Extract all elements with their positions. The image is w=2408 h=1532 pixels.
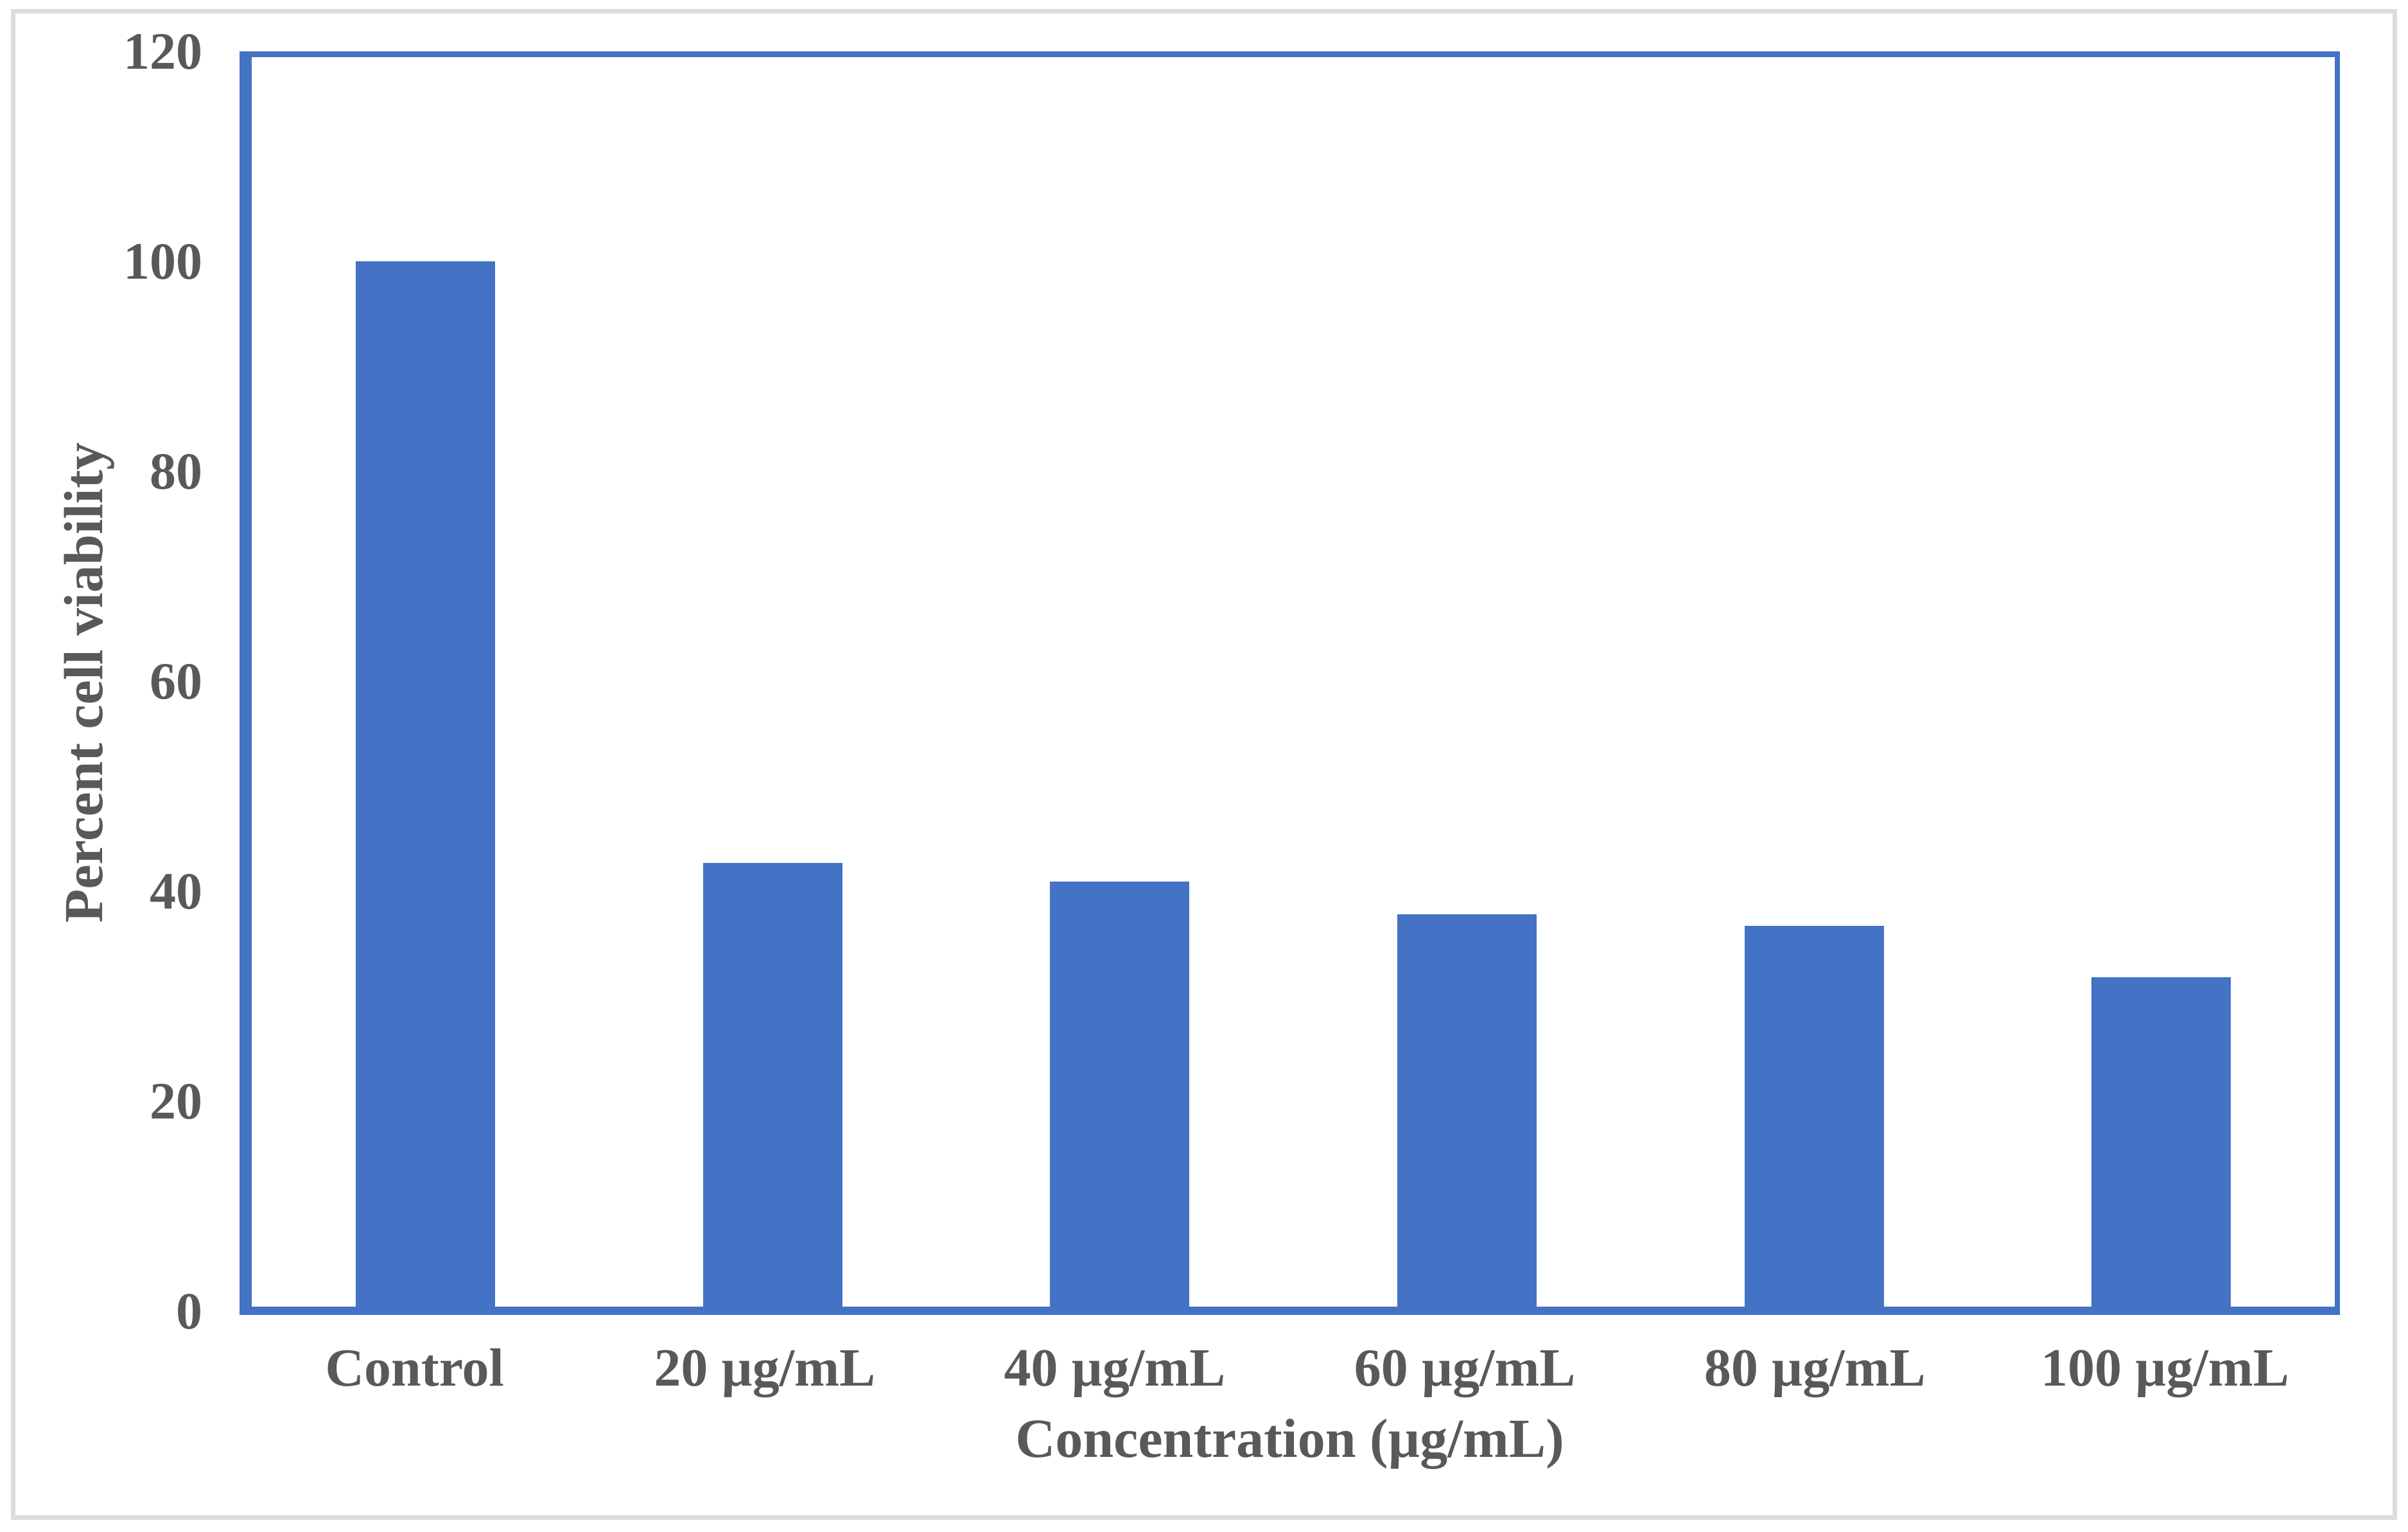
x-category-label-2: 20 µg/mL: [654, 1338, 876, 1398]
y-tick-label-20: 20: [150, 1072, 202, 1130]
bar-100-g-ml: [2091, 977, 2231, 1307]
bar-60-g-ml: [1397, 914, 1537, 1307]
x-category-label-3: 40 µg/mL: [1004, 1338, 1226, 1398]
x-category-label-5: 80 µg/mL: [1704, 1338, 1926, 1398]
y-tick-label-40: 40: [150, 862, 202, 920]
y-tick-label-0: 0: [176, 1282, 202, 1340]
x-category-label-6: 100 µg/mL: [2041, 1338, 2289, 1398]
bar-control: [355, 261, 495, 1307]
x-category-label-4: 60 µg/mL: [1354, 1338, 1576, 1398]
y-tick-label-60: 60: [150, 652, 202, 710]
y-tick-label-100: 100: [123, 232, 202, 290]
bar-20-g-ml: [702, 862, 842, 1307]
plot-area: [240, 51, 2340, 1315]
bar-80-g-ml: [1744, 925, 1884, 1307]
y-tick-label-80: 80: [150, 442, 202, 500]
x-category-label-1: Control: [325, 1338, 504, 1398]
y-tick-label-120: 120: [123, 22, 202, 80]
bar-40-g-ml: [1050, 882, 1190, 1307]
figure-border: [11, 9, 2397, 1520]
bars-container: [252, 57, 2335, 1307]
x-axis-title: Concentration (µg/mL): [1015, 1407, 1564, 1469]
